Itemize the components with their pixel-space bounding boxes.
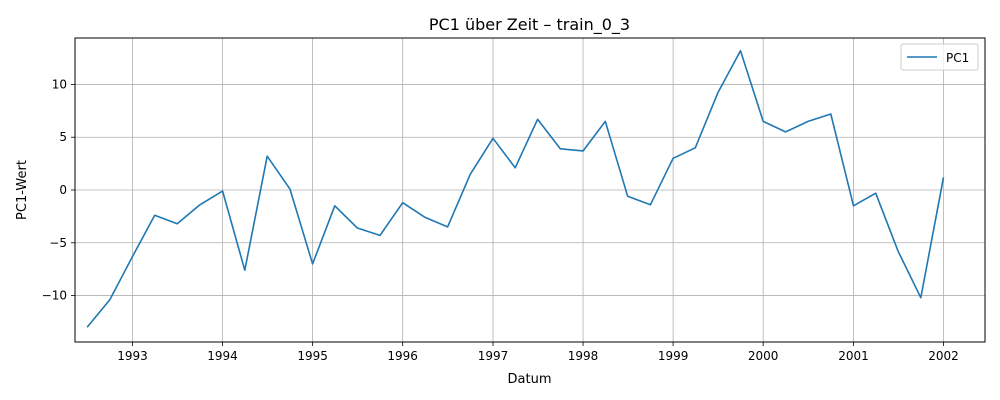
y-tick-label: −10 xyxy=(42,289,67,303)
y-tick-label: 0 xyxy=(59,183,67,197)
data-point xyxy=(536,118,539,121)
data-point xyxy=(221,190,224,193)
x-tick-label: 2000 xyxy=(748,349,779,363)
data-point xyxy=(243,269,246,272)
data-point xyxy=(131,255,134,258)
data-point xyxy=(153,214,156,217)
data-point xyxy=(288,187,291,190)
data-point xyxy=(784,130,787,133)
x-tick-label: 2002 xyxy=(928,349,959,363)
data-point xyxy=(649,203,652,206)
legend-label: PC1 xyxy=(946,51,969,65)
x-tick-label: 1994 xyxy=(207,349,238,363)
x-tick-label: 1999 xyxy=(658,349,689,363)
data-point xyxy=(176,222,179,225)
x-axis-label: Datum xyxy=(508,372,552,387)
x-tick-label: 1996 xyxy=(387,349,418,363)
y-tick-label: 5 xyxy=(59,130,67,144)
data-point xyxy=(604,120,607,123)
legend: PC1 xyxy=(900,43,979,71)
data-point xyxy=(897,250,900,253)
y-tick-label: 10 xyxy=(52,77,67,91)
data-point xyxy=(626,195,629,198)
data-point xyxy=(333,204,336,207)
series-line-pc1 xyxy=(86,49,945,328)
data-point xyxy=(379,234,382,237)
legend-box xyxy=(900,43,979,71)
data-point xyxy=(559,147,562,150)
data-point xyxy=(492,137,495,140)
data-point xyxy=(852,204,855,207)
data-point xyxy=(762,120,765,123)
data-point xyxy=(446,225,449,228)
data-point xyxy=(198,203,201,206)
y-tick-label: −5 xyxy=(49,236,67,250)
data-point xyxy=(807,120,810,123)
data-point xyxy=(424,216,427,219)
data-point xyxy=(356,227,359,230)
data-point xyxy=(739,49,742,52)
data-point xyxy=(514,166,517,169)
y-axis-ticks: −10 −5 0 5 10 xyxy=(42,77,75,303)
x-tick-label: 1998 xyxy=(568,349,599,363)
series-layer xyxy=(86,49,945,329)
data-point xyxy=(582,149,585,152)
x-tick-label: 1997 xyxy=(478,349,509,363)
data-point xyxy=(469,173,472,176)
data-point xyxy=(874,192,877,195)
y-axis-label: PC1-Wert xyxy=(15,160,30,220)
data-point xyxy=(942,176,945,179)
data-point xyxy=(694,146,697,149)
data-point xyxy=(672,157,675,160)
x-axis-ticks: 1993 1994 1995 1996 1997 1998 1999 2000 2001 2002 xyxy=(117,342,959,363)
data-point xyxy=(266,155,269,158)
data-point xyxy=(401,201,404,204)
x-tick-label: 1995 xyxy=(297,349,328,363)
data-point xyxy=(829,113,832,116)
data-point xyxy=(919,296,922,299)
chart-title: PC1 über Zeit – train_0_3 xyxy=(429,15,630,35)
x-tick-label: 2001 xyxy=(838,349,869,363)
x-tick-label: 1993 xyxy=(117,349,148,363)
data-point xyxy=(86,326,89,329)
data-point xyxy=(716,91,719,94)
data-point xyxy=(108,298,111,301)
data-point xyxy=(311,262,314,265)
